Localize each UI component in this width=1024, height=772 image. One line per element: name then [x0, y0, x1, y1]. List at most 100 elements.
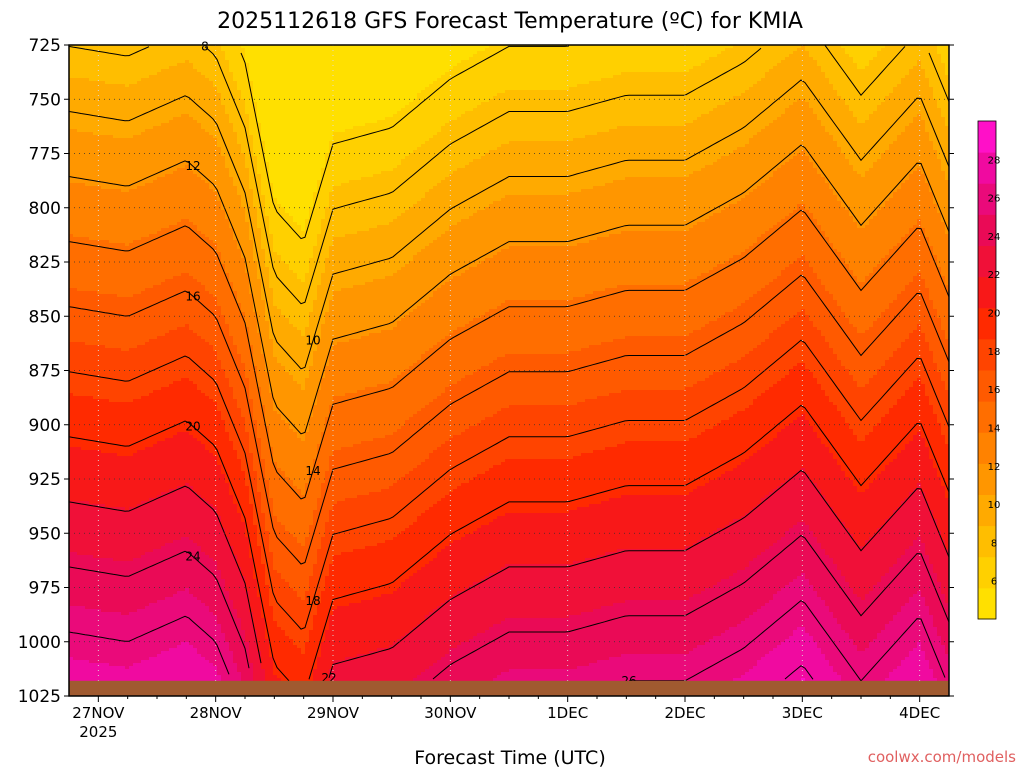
field-strip [617, 339, 622, 394]
field-strip [209, 345, 214, 400]
field-strip [105, 663, 110, 697]
field-strip [541, 90, 546, 142]
field-strip [85, 186, 90, 238]
field-strip [285, 531, 290, 583]
field-strip [793, 315, 798, 367]
field-strip [545, 246, 550, 301]
field-strip [825, 291, 830, 343]
field-strip [349, 129, 354, 181]
field-strip [829, 189, 834, 244]
field-strip [885, 201, 890, 256]
field-strip [433, 504, 438, 559]
field-strip [301, 231, 306, 283]
field-strip [897, 294, 902, 349]
field-strip [661, 495, 666, 550]
field-strip [645, 45, 650, 73]
field-strip [125, 138, 130, 193]
field-strip [689, 45, 694, 70]
field-strip [369, 600, 374, 652]
field-strip [345, 657, 350, 697]
field-strip [869, 327, 874, 379]
field-strip [661, 285, 666, 337]
field-strip [169, 225, 174, 280]
field-strip [321, 537, 326, 592]
field-strip [641, 45, 646, 73]
field-strip [585, 453, 590, 508]
field-strip [845, 45, 850, 55]
field-strip [449, 384, 454, 439]
field-strip [417, 45, 422, 94]
field-strip [109, 294, 114, 349]
field-strip [237, 249, 242, 304]
field-strip [689, 387, 694, 439]
field-strip [537, 459, 542, 514]
field-strip [873, 321, 878, 376]
field-strip [373, 546, 378, 598]
field-strip [597, 504, 602, 556]
field-strip [945, 285, 950, 340]
field-strip [397, 429, 402, 481]
field-strip [673, 126, 678, 178]
field-strip [757, 186, 762, 238]
field-strip [505, 195, 510, 250]
field-strip [493, 465, 498, 520]
field-strip [281, 471, 286, 526]
colorbar-bin [978, 338, 996, 371]
field-strip [229, 45, 234, 73]
field-strip [621, 549, 626, 604]
field-strip [245, 168, 250, 223]
field-strip [429, 84, 434, 139]
field-strip [489, 363, 494, 418]
field-strip [377, 438, 382, 493]
field-strip [893, 405, 898, 460]
field-strip [249, 135, 254, 190]
field-strip [685, 387, 690, 442]
field-strip [161, 387, 166, 442]
field-strip [85, 555, 90, 610]
field-strip [673, 336, 678, 391]
contour-line [784, 665, 814, 680]
field-strip [73, 342, 78, 397]
field-strip [133, 507, 138, 559]
field-strip [225, 591, 230, 643]
field-strip [513, 246, 518, 301]
field-strip [697, 486, 702, 541]
field-strip [861, 333, 866, 388]
field-strip [785, 267, 790, 322]
colorbar-tick-label: 14 [988, 423, 1001, 434]
credit-text[interactable]: coolwx.com/models [868, 748, 1016, 766]
field-strip [593, 609, 598, 664]
field-strip [689, 438, 694, 493]
field-strip [645, 600, 650, 655]
field-strip [381, 330, 386, 385]
field-strip [381, 279, 386, 331]
field-strip [485, 153, 490, 208]
field-strip [213, 402, 218, 457]
field-strip [153, 75, 158, 127]
field-strip [613, 180, 618, 235]
field-strip [737, 570, 742, 625]
field-strip [257, 546, 262, 598]
field-strip [489, 468, 494, 523]
field-strip [417, 147, 422, 202]
field-strip [185, 432, 190, 484]
field-strip [193, 384, 198, 439]
field-strip [769, 387, 774, 442]
field-strip [929, 192, 934, 247]
field-strip [945, 126, 950, 181]
field-strip [81, 660, 86, 697]
field-strip [257, 333, 262, 388]
field-strip [125, 456, 130, 511]
field-strip [453, 120, 458, 172]
field-strip [425, 510, 430, 565]
field-strip [181, 537, 186, 592]
field-strip [145, 288, 150, 343]
field-strip [589, 399, 594, 454]
field-strip [909, 597, 914, 652]
field-strip [761, 288, 766, 343]
field-strip [133, 84, 138, 136]
field-strip [733, 519, 738, 574]
field-strip [549, 246, 554, 301]
field-strip [781, 45, 786, 61]
field-strip [589, 240, 594, 295]
